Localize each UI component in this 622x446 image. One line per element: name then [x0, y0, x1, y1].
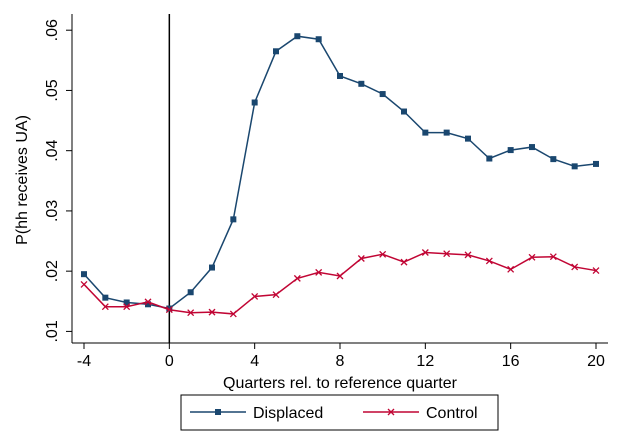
displaced-point	[294, 33, 301, 40]
displaced-legend-marker	[215, 409, 221, 415]
displaced-point	[593, 160, 599, 167]
control-point	[592, 267, 600, 275]
x-tick-label: 8	[336, 353, 345, 370]
displaced-point	[507, 147, 514, 154]
plot-area	[71, 14, 608, 344]
control-point	[507, 265, 515, 273]
x-tick-label: 20	[587, 353, 605, 370]
control-point	[443, 250, 451, 258]
x-ticks: -4 0 4 8 12 16 20	[77, 343, 605, 370]
legend: Displaced Control	[180, 394, 499, 431]
control-point	[165, 306, 173, 314]
y-tick-label: .05	[44, 79, 61, 101]
displaced-point	[209, 264, 215, 271]
displaced-point	[145, 301, 151, 308]
displaced-point	[486, 155, 493, 162]
y-ticks: .01 .02 .03 .04 .05 .06	[44, 19, 72, 343]
y-axis-label: P(hh receives UA)	[14, 115, 31, 245]
y-tick-label: .01	[44, 320, 61, 342]
control-legend-marker	[387, 408, 395, 416]
displaced-point	[571, 163, 578, 170]
control-point	[528, 253, 536, 261]
control-point	[379, 250, 387, 258]
legend-items: Displaced Control	[190, 405, 478, 422]
control-point	[187, 309, 195, 317]
displaced-point	[166, 305, 173, 312]
x-axis-label: Quarters rel. to reference quarter	[223, 375, 458, 392]
y-tick-label: .02	[44, 260, 61, 282]
displaced-point	[443, 129, 450, 136]
control-point	[229, 310, 237, 318]
control-point	[80, 280, 88, 288]
control-point	[123, 303, 131, 311]
control-series-line	[83, 251, 597, 315]
x-tick-label: 0	[165, 353, 174, 370]
control-point	[144, 298, 152, 306]
control-point	[336, 272, 344, 280]
control-point	[272, 291, 280, 299]
control-point	[421, 249, 429, 256]
displaced-point	[465, 135, 471, 142]
x-tick-label: -4	[77, 353, 91, 370]
control-point	[464, 251, 472, 259]
displaced-point	[251, 99, 258, 106]
control-point	[251, 293, 259, 300]
x-tick-label: 12	[416, 353, 434, 370]
y-tick-label: .03	[44, 200, 61, 222]
displaced-point	[315, 36, 322, 43]
displaced-point	[81, 271, 87, 278]
displaced-point	[422, 129, 429, 136]
control-point	[208, 308, 216, 316]
x-tick-label: 16	[502, 353, 520, 370]
control-point	[400, 258, 408, 266]
control-point	[549, 253, 557, 261]
displaced-legend-label: Displaced	[253, 405, 323, 422]
displaced-point	[123, 299, 130, 306]
control-point	[357, 255, 365, 262]
control-point	[101, 303, 109, 311]
control-point	[315, 268, 323, 276]
control-point	[571, 263, 579, 271]
control-point	[485, 257, 493, 265]
displaced-point	[273, 48, 279, 55]
displaced-point	[187, 289, 194, 296]
displaced-point	[550, 156, 557, 163]
displaced-point	[358, 80, 365, 87]
displaced-point	[230, 216, 237, 223]
control-point	[293, 274, 301, 282]
series-layer	[80, 33, 600, 318]
control-legend-label: Control	[426, 405, 478, 422]
displaced-point	[379, 91, 386, 98]
displaced-point	[102, 294, 109, 301]
x-tick-label: 4	[250, 353, 259, 370]
y-tick-label: .06	[44, 19, 61, 41]
displaced-point	[337, 72, 343, 79]
y-tick-label: .04	[44, 139, 61, 161]
displaced-point	[401, 108, 407, 115]
displaced-point	[529, 144, 535, 151]
